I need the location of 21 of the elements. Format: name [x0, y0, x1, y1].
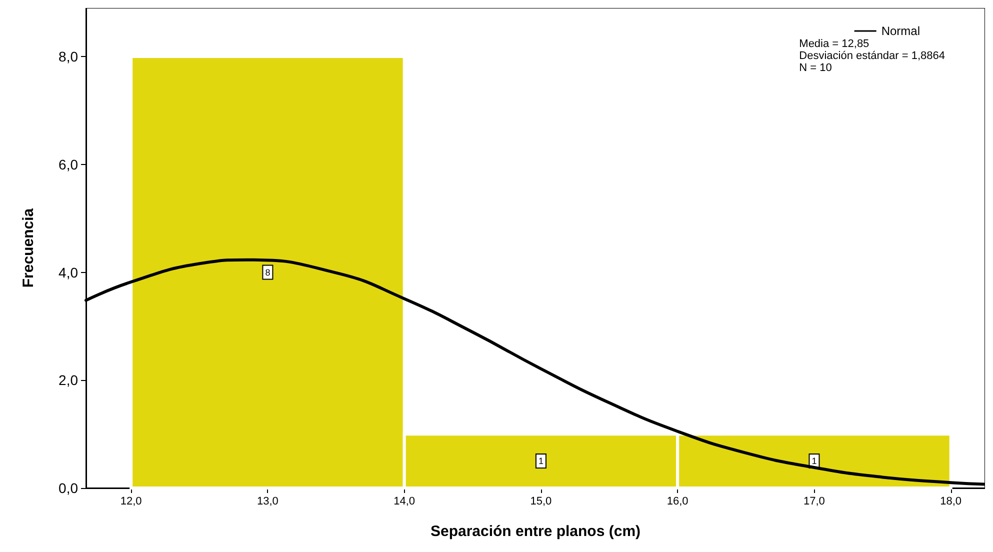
- y-tick-label: 2,0: [58, 372, 78, 388]
- data-label: 1: [812, 456, 817, 466]
- y-tick-label: 8,0: [58, 48, 78, 65]
- x-tick-label: 12,0: [120, 496, 142, 508]
- x-tick-label: 13,0: [257, 496, 278, 508]
- x-tick-label: 14,0: [394, 496, 416, 508]
- x-axis-title: Separación entre planos (cm): [430, 523, 641, 540]
- annotation: Media = 12,85: [799, 38, 870, 50]
- data-label: 1: [538, 456, 544, 466]
- legend-label: Normal: [881, 24, 920, 38]
- data-label: 8: [265, 267, 270, 278]
- y-tick-label: 6,0: [58, 156, 78, 172]
- x-tick-label: 15,0: [530, 496, 552, 508]
- y-tick-label: 0,0: [58, 480, 78, 496]
- y-tick-label: 4,0: [58, 264, 78, 280]
- x-tick-label: 18,0: [940, 496, 962, 508]
- y-axis-title: Frecuencia: [20, 208, 37, 288]
- x-tick-label: 17,0: [804, 496, 825, 508]
- x-tick-label: 16,0: [666, 496, 688, 508]
- annotation: N = 10: [799, 62, 832, 74]
- annotation: Desviación estándar = 1,8864: [799, 50, 946, 62]
